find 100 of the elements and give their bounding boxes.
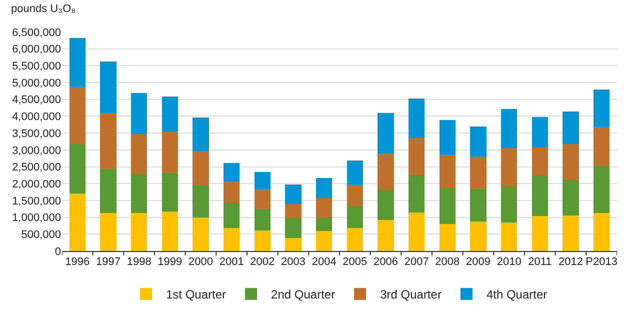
bar	[346, 206, 363, 228]
x-tick-label: 2012	[558, 256, 583, 268]
bar	[408, 138, 425, 175]
bar	[346, 228, 363, 251]
bar	[408, 174, 425, 212]
bar	[439, 120, 456, 155]
bar	[378, 190, 394, 220]
bar	[131, 134, 148, 174]
x-tick-label: 2009	[466, 256, 490, 268]
bar	[594, 166, 610, 213]
bar	[562, 112, 579, 144]
y-tick-label: 3,500,000	[12, 128, 61, 140]
bar	[224, 181, 240, 202]
bar	[562, 180, 579, 216]
bar	[100, 212, 116, 251]
legend-label: 2nd Quarter	[271, 288, 336, 302]
bar	[470, 189, 486, 222]
bar	[224, 163, 240, 182]
bar	[285, 238, 302, 251]
x-tick-label: P2013	[586, 256, 618, 268]
bar	[192, 184, 209, 218]
bar	[69, 38, 86, 87]
legend-label: 4th Quarter	[486, 288, 548, 302]
bar	[162, 132, 178, 174]
x-tick-label: 2003	[281, 256, 306, 268]
x-tick-label: 2010	[496, 256, 522, 268]
y-tick-label: 6,000,000	[12, 44, 61, 56]
y-axis-title: pounds U₃O₈	[11, 3, 76, 15]
x-tick-label: 2008	[435, 256, 460, 268]
bar	[562, 215, 579, 251]
bar	[470, 156, 486, 190]
bar	[594, 212, 610, 251]
y-tick-label: 4,000,000	[12, 111, 61, 124]
bar	[316, 198, 332, 218]
bar	[501, 148, 518, 187]
bar	[224, 228, 240, 251]
bar	[532, 176, 548, 216]
bar	[162, 173, 178, 212]
x-tick-label: 2007	[404, 256, 429, 268]
y-tick-label: 500,000	[21, 229, 61, 241]
y-tick-label: 2,500,000	[12, 162, 61, 174]
bar	[69, 193, 86, 251]
bar	[346, 160, 363, 184]
bar	[316, 231, 332, 251]
bar	[224, 202, 240, 228]
bar	[162, 96, 178, 132]
y-tick-label: 1,500,000	[12, 195, 61, 208]
bar	[532, 216, 548, 251]
bar	[470, 126, 486, 156]
bar	[378, 153, 394, 190]
bar	[316, 178, 332, 198]
bar	[192, 118, 209, 151]
x-tick-label: 2004	[312, 256, 336, 268]
y-tick-label: 2,000,000	[12, 178, 61, 190]
y-tick-label: 6,500,000	[12, 26, 61, 39]
bar	[254, 208, 270, 230]
x-tick-label: 1996	[65, 256, 90, 268]
bar	[100, 168, 116, 213]
bar	[532, 146, 548, 176]
x-tick-label: 1997	[96, 256, 120, 268]
bar	[594, 126, 610, 166]
bar	[254, 189, 270, 209]
bar	[285, 218, 302, 238]
bar	[254, 172, 270, 190]
bar	[162, 212, 178, 251]
bar	[408, 98, 425, 138]
y-tick-label: 3,000,000	[12, 144, 61, 157]
x-tick-label: 2011	[528, 256, 552, 268]
x-tick-label: 2006	[374, 256, 398, 268]
bar	[192, 150, 209, 184]
bar	[100, 61, 116, 113]
x-tick-label: 2002	[250, 256, 275, 268]
x-tick-label: 2000	[188, 256, 213, 268]
bar	[131, 212, 148, 251]
x-tick-label: 1998	[126, 256, 152, 268]
bar	[285, 204, 302, 218]
legend-label: 1st Quarter	[166, 288, 226, 302]
bar	[131, 174, 148, 213]
bar	[100, 112, 116, 169]
bar	[192, 218, 209, 251]
x-tick-label: 2005	[342, 256, 368, 268]
bar	[439, 188, 456, 224]
bar	[69, 86, 86, 144]
bar	[408, 212, 425, 251]
x-tick-label: 1999	[158, 256, 182, 268]
bar	[532, 116, 548, 147]
y-tick-label: 0	[54, 246, 61, 258]
bar	[346, 184, 363, 206]
bar	[378, 112, 394, 154]
bar	[69, 144, 86, 194]
bar	[594, 89, 610, 126]
bar	[562, 144, 579, 180]
y-tick-label: 4,500,000	[12, 94, 61, 106]
bar	[378, 220, 394, 251]
y-tick-label: 1,000,000	[12, 212, 61, 224]
bar	[470, 222, 486, 251]
bar	[439, 154, 456, 188]
bar	[316, 218, 332, 232]
bar	[131, 92, 148, 134]
bar	[254, 230, 270, 251]
